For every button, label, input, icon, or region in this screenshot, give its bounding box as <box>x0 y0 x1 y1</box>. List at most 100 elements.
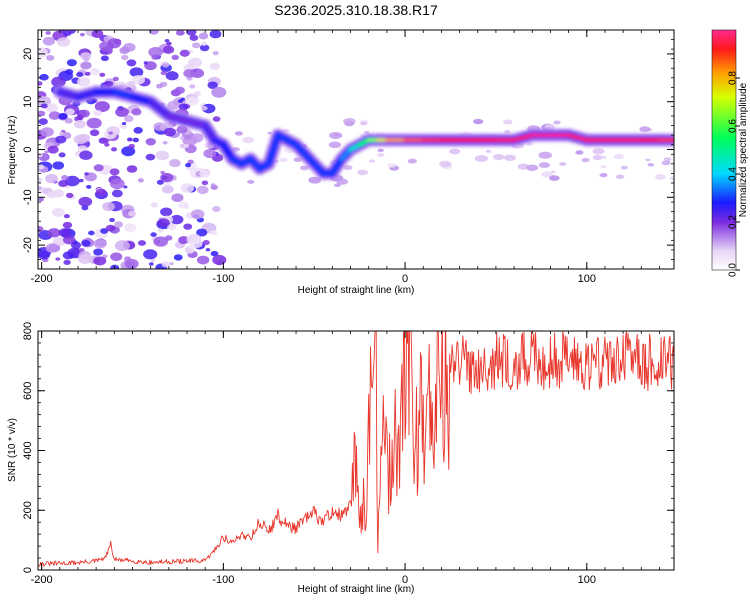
spectrogram-x-tick-label: 100 <box>578 273 596 285</box>
spectrogram-noise-blob <box>38 47 48 58</box>
spectrogram-noise-blob <box>38 177 43 184</box>
spectrogram-noise-blob <box>357 169 369 176</box>
spectrogram-noise-blob <box>538 151 552 159</box>
spectrogram-noise-blob <box>77 253 93 264</box>
spectrogram-noise-blob <box>102 201 115 212</box>
spectrogram-noise-blob <box>308 176 322 184</box>
spectrogram-noise-blob <box>56 37 71 47</box>
spectrogram-noise-blob <box>201 180 209 186</box>
spectrogram-noise-blob <box>549 175 560 181</box>
spectrogram-noise-blob <box>108 131 113 135</box>
spectrogram-noise-blob <box>100 55 109 62</box>
spectrogram-noise-blob <box>167 223 177 231</box>
spectrogram-noise-blob <box>94 101 110 112</box>
spectrogram-noise-blob <box>196 228 208 237</box>
spectrogram-noise-blob <box>45 31 51 35</box>
spectrogram-y-tick-label: -20 <box>22 237 34 253</box>
spectrogram-noise-blob <box>165 71 179 81</box>
spectrogram-noise-blob <box>86 184 92 189</box>
spectrogram-noise-blob <box>46 191 57 199</box>
spectrogram-noise-blob <box>155 150 170 161</box>
spectrogram-noise-blob <box>538 162 550 169</box>
snr-y-tick-label: 200 <box>22 501 34 519</box>
spectrogram-noise-blob <box>137 178 144 183</box>
spectrogram-noise-blob <box>377 148 384 153</box>
spectrogram-noise-blob <box>179 136 185 140</box>
spectrogram-noise-blob <box>148 262 154 266</box>
spectrogram-noise-blob <box>59 132 64 136</box>
spectrogram-noise-blob <box>110 147 118 152</box>
spectrogram-noise-blob <box>109 168 120 176</box>
spectrogram-noise-blob <box>63 213 70 219</box>
spectrogram-noise-blob <box>42 36 55 46</box>
spectrogram-noise-blob <box>126 80 136 87</box>
spectrogram-noise-blob <box>407 158 417 164</box>
snr-y-tick-label: 600 <box>22 382 34 400</box>
spectrogram-noise-blob <box>517 163 530 170</box>
spectrogram-noise-blob <box>131 108 142 116</box>
spectrogram-trace-segment <box>148 99 171 119</box>
spectrogram-noise-blob <box>162 45 175 54</box>
spectrogram-noise-blob <box>148 30 159 35</box>
spectrogram-noise-blob <box>599 172 608 178</box>
spectrogram-noise-blob <box>44 150 49 154</box>
spectrogram-noise-blob <box>58 228 71 237</box>
spectrogram-trace-segment <box>566 133 589 142</box>
spectrogram-noise-blob <box>647 163 654 167</box>
spectrogram-noise-blob <box>187 159 194 165</box>
spectrogram-noise-blob <box>613 153 624 160</box>
spectrogram-noise-blob <box>157 228 164 233</box>
spectrogram-noise-blob <box>106 126 120 136</box>
spectrogram-noise-blob <box>166 41 172 46</box>
spectrogram-noise-blob <box>65 192 74 199</box>
snr-x-tick-label: 0 <box>402 574 408 586</box>
spectrogram-noise-blob <box>645 158 651 162</box>
spectrogram-noise-blob <box>553 120 561 125</box>
spectrogram-noise-blob <box>88 230 95 236</box>
spectrogram-noise-blob <box>121 54 129 61</box>
spectrogram-trace-segment <box>294 142 308 157</box>
spectrogram-noise-blob <box>81 205 89 211</box>
colorbar-tick-label: 0.4 <box>728 167 739 181</box>
spectrogram-noise-blob <box>170 214 184 225</box>
spectrogram-noise-blob <box>267 131 272 135</box>
spectrogram-noise-blob <box>592 148 605 155</box>
spectrogram-noise-blob <box>109 218 115 223</box>
spectrogram-noise-blob <box>76 115 84 121</box>
spectrogram-noise-blob <box>93 109 102 116</box>
spectrogram-noise-blob <box>38 197 44 202</box>
spectrogram-trace-segment <box>130 94 153 104</box>
spectrogram-trace-segment <box>185 118 208 128</box>
spectrogram-trace-segment <box>248 157 262 171</box>
spectrogram-y-tick-label: 10 <box>22 96 34 108</box>
spectrogram-noise-blob <box>84 71 91 76</box>
spectrogram-noise-blob <box>202 239 210 246</box>
spectrogram-noise-blob <box>61 174 69 181</box>
spectrogram-noise-blob <box>334 183 341 188</box>
spectrogram-noise-blob <box>156 179 164 185</box>
spectrogram-noise-blob <box>76 71 84 78</box>
spectrogram-noise-blob <box>174 86 185 94</box>
spectrogram-noise-blob <box>242 136 255 144</box>
spectrogram-noise-blob <box>79 32 85 37</box>
spectrogram-noise-blob <box>148 46 163 58</box>
spectrogram-noise-blob <box>45 173 59 184</box>
spectrogram-noise-blob <box>111 189 123 198</box>
spectrogram-noise-blob <box>293 157 303 163</box>
spectrogram-noise-blob <box>592 154 603 161</box>
spectrogram-noise-blob <box>124 256 132 262</box>
spectrogram-noise-blob <box>343 118 356 125</box>
spectrogram-noise-blob <box>600 165 607 169</box>
spectrogram-noise-blob <box>180 183 194 193</box>
spectrogram-noise-blob <box>200 105 208 111</box>
spectrogram-noise-blob <box>196 255 210 265</box>
snr-series <box>38 331 674 567</box>
spectrogram-noise-blob <box>661 160 671 166</box>
spectrogram-trace-segment <box>203 123 217 142</box>
spectrogram-noise-blob <box>83 56 90 62</box>
spectrogram-noise-blob <box>377 152 385 157</box>
spectrogram-noise-blob <box>40 127 54 137</box>
spectrogram-noise-blob <box>86 117 102 129</box>
spectrogram-noise-blob <box>131 74 145 85</box>
